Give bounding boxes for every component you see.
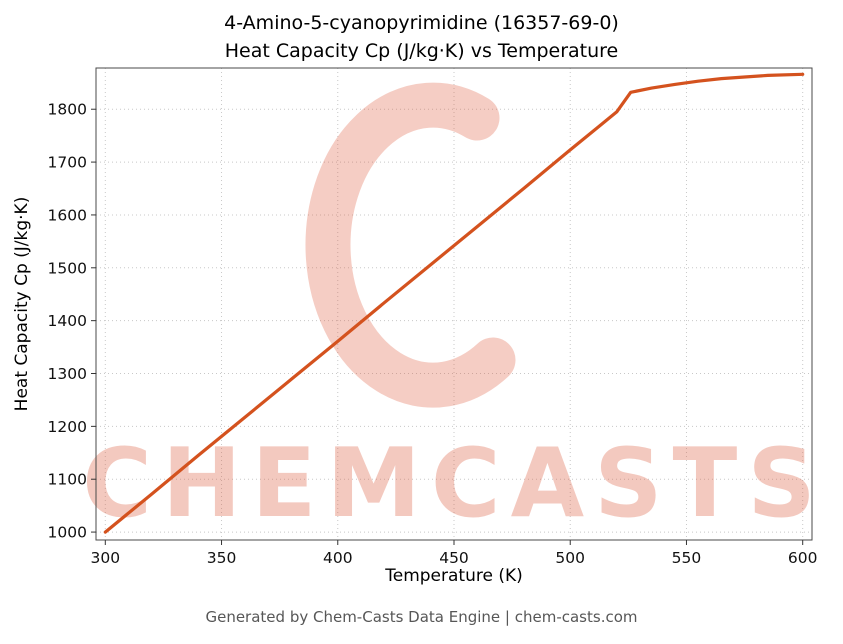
x-tick-label: 550 — [672, 549, 702, 567]
chart-title: 4-Amino-5-cyanopyrimidine (16357-69-0) H… — [0, 10, 843, 65]
y-tick-label: 1300 — [48, 365, 87, 383]
y-tick-label: 1500 — [48, 259, 87, 277]
chart-title-line1: 4-Amino-5-cyanopyrimidine (16357-69-0) — [224, 12, 619, 34]
x-tick-label: 600 — [788, 549, 818, 567]
y-tick-label: 1200 — [48, 418, 87, 436]
y-tick-label: 1700 — [48, 154, 87, 172]
y-tick-label: 1600 — [48, 206, 87, 224]
watermark-logo-icon — [305, 82, 516, 408]
y-tick-label: 1100 — [48, 471, 87, 489]
y-tick-label: 1000 — [48, 524, 87, 542]
footer-credit: Generated by Chem-Casts Data Engine | ch… — [205, 608, 638, 626]
y-tick-label: 1400 — [48, 312, 87, 330]
x-tick-label: 500 — [555, 549, 585, 567]
x-axis-label: Temperature (K) — [385, 566, 523, 586]
chart-title-line2: Heat Capacity Cp (J/kg·K) vs Temperature — [224, 39, 619, 62]
y-tick-label: 1800 — [48, 101, 87, 119]
data-line-cp-vs-temperature — [103, 72, 805, 534]
watermark-text: CHEMCASTS — [82, 429, 826, 539]
x-tick-label: 450 — [439, 549, 469, 567]
x-tick-label: 350 — [207, 549, 237, 567]
x-tick-label: 300 — [91, 549, 121, 567]
x-tick-label: 400 — [323, 549, 353, 567]
y-axis-label: Heat Capacity Cp (J/kg·K) — [12, 196, 32, 412]
